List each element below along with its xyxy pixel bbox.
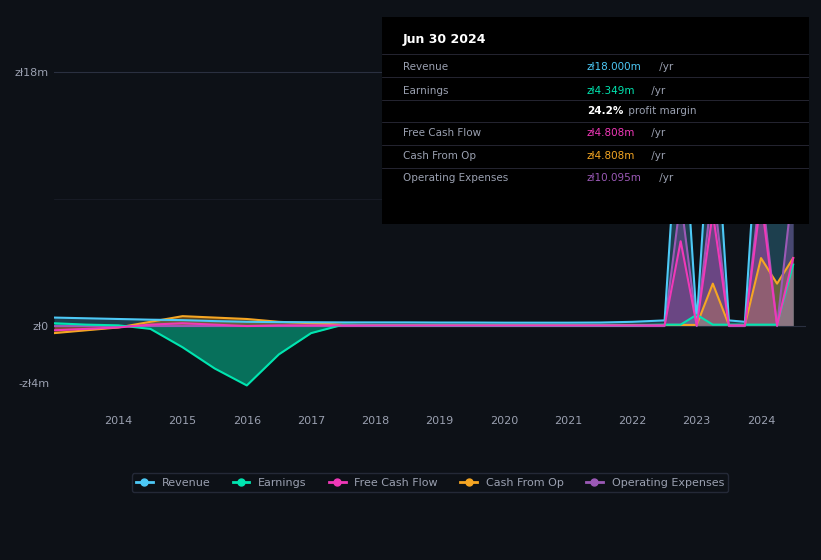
Text: Free Cash Flow: Free Cash Flow (403, 128, 481, 138)
Text: zł10.095m: zł10.095m (587, 174, 641, 184)
Text: zł4.349m: zł4.349m (587, 86, 635, 96)
Text: Cash From Op: Cash From Op (403, 151, 476, 161)
Text: profit margin: profit margin (625, 106, 696, 116)
Text: /yr: /yr (648, 151, 665, 161)
Text: Jun 30 2024: Jun 30 2024 (403, 34, 487, 46)
Text: /yr: /yr (656, 174, 673, 184)
Text: /yr: /yr (648, 128, 665, 138)
Text: zł4.808m: zł4.808m (587, 151, 635, 161)
Legend: Revenue, Earnings, Free Cash Flow, Cash From Op, Operating Expenses: Revenue, Earnings, Free Cash Flow, Cash … (131, 473, 728, 492)
Text: Operating Expenses: Operating Expenses (403, 174, 508, 184)
Text: zł4.808m: zł4.808m (587, 128, 635, 138)
Text: Earnings: Earnings (403, 86, 448, 96)
Text: zł18.000m: zł18.000m (587, 62, 641, 72)
Text: 24.2%: 24.2% (587, 106, 623, 116)
Text: Revenue: Revenue (403, 62, 448, 72)
Text: /yr: /yr (648, 86, 665, 96)
Text: /yr: /yr (656, 62, 673, 72)
